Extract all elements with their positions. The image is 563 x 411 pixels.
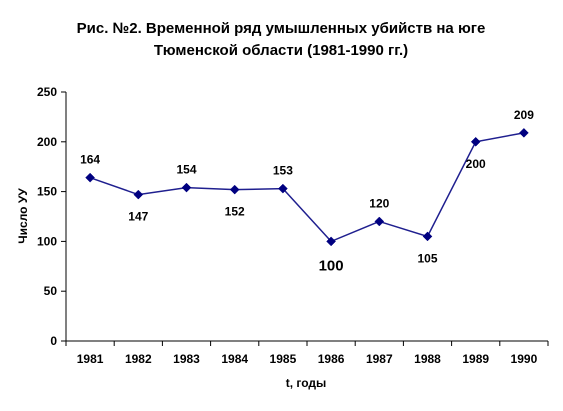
x-tick-label: 1982 — [125, 352, 152, 366]
y-tick-label: 0 — [50, 334, 57, 348]
y-ticks: 0 50 100 150 200 250 — [37, 85, 66, 348]
data-label: 153 — [273, 164, 293, 178]
y-tick-label: 50 — [44, 284, 58, 298]
x-tick-label: 1983 — [173, 352, 200, 366]
series-line — [89, 132, 525, 243]
data-label: 120 — [369, 196, 389, 210]
x-tick-label: 1984 — [221, 352, 248, 366]
data-point-marker — [181, 182, 192, 193]
data-label: 152 — [225, 205, 245, 219]
data-point-marker — [85, 172, 95, 183]
data-point-marker — [133, 189, 144, 200]
data-point-marker — [422, 231, 433, 242]
data-label: 164 — [80, 153, 100, 167]
data-label: 147 — [128, 210, 148, 224]
data-point-marker — [229, 184, 240, 195]
data-label: 200 — [466, 157, 486, 171]
data-point-marker — [278, 183, 288, 194]
data-point-marker — [470, 136, 481, 147]
data-label: 154 — [176, 163, 196, 177]
data-labels: 164 147 154 152 153 100 120 105 200 209 — [80, 108, 534, 275]
y-tick-label: 100 — [37, 234, 57, 248]
x-tick-label: 1986 — [318, 352, 345, 366]
x-tick-label: 1988 — [414, 352, 441, 366]
x-tick-label: 1987 — [366, 352, 393, 366]
y-axis-label: Число УУ — [16, 188, 30, 244]
y-tick-label: 200 — [37, 135, 57, 149]
data-label: 105 — [417, 251, 437, 265]
data-label: 209 — [514, 108, 534, 122]
data-point-marker — [326, 236, 336, 247]
data-label: 100 — [319, 257, 344, 274]
x-tick-label: 1990 — [511, 352, 538, 366]
data-point-marker — [374, 216, 385, 227]
y-tick-label: 250 — [37, 85, 57, 99]
x-tick-label: 1989 — [462, 352, 489, 366]
x-tick-label: 1981 — [77, 352, 104, 366]
data-point-marker — [519, 127, 529, 138]
x-tick-label: 1985 — [270, 352, 297, 366]
y-tick-label: 150 — [37, 185, 57, 199]
x-ticks: 1981 1982 1983 1984 1985 1986 1987 1988 1989 1990 — [65, 341, 549, 366]
chart-subtitle: Тюменской области (1981-1990 гг.) — [154, 42, 408, 59]
x-axis-label: t, годы — [286, 376, 327, 390]
chart-title: Рис. №2. Временной ряд умышленных убийст… — [77, 20, 486, 37]
markers — [85, 127, 529, 247]
